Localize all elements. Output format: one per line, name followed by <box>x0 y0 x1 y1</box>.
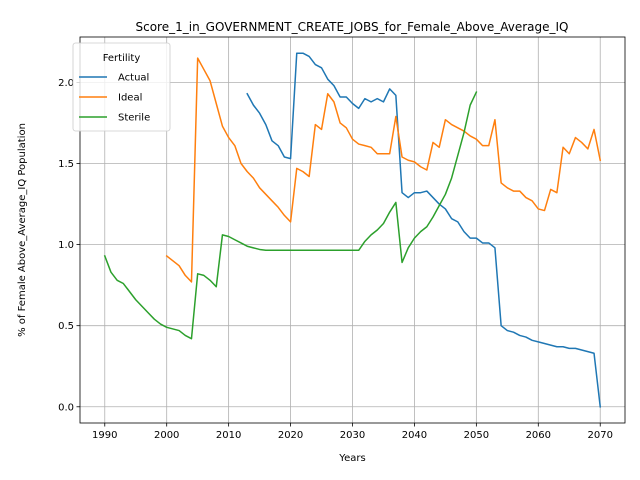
y-tick-label: 0.0 <box>58 402 74 413</box>
series-line-sterile <box>103 91 478 340</box>
x-axis-label: Years <box>338 453 365 464</box>
x-tick-label: 2040 <box>402 430 427 441</box>
legend-title: Fertility <box>103 53 141 64</box>
y-tick-label: 1.5 <box>58 159 74 170</box>
x-tick-label: 2050 <box>464 430 489 441</box>
x-tick-label: 2060 <box>526 430 551 441</box>
x-tick-label: 2010 <box>216 430 241 441</box>
chart-title: Score_1_in_GOVERNMENT_CREATE_JOBS_for_Fe… <box>136 20 569 34</box>
x-tick-label: 2020 <box>278 430 303 441</box>
y-tick-label: 0.5 <box>58 321 74 332</box>
legend-label-actual: Actual <box>118 73 149 84</box>
y-axis-label: % of Female Above_Average_IQ Population <box>17 123 28 337</box>
x-tick-label: 1990 <box>92 430 117 441</box>
x-tick-label: 2070 <box>588 430 613 441</box>
series-line-ideal <box>165 57 602 283</box>
legend-label-ideal: Ideal <box>118 93 142 104</box>
legend: Fertility Actual Ideal Sterile <box>72 42 171 132</box>
y-tick-label: 2.0 <box>58 78 74 89</box>
y-tick-label: 1.0 <box>58 240 74 251</box>
axis-ticks: 1990 2000 2010 2020 2030 2040 2050 2060 2070 0.0 0… <box>58 78 613 441</box>
x-tick-label: 2030 <box>340 430 365 441</box>
grid <box>80 37 625 423</box>
series-line-actual <box>246 52 602 408</box>
x-tick-label: 2000 <box>154 430 179 441</box>
legend-box <box>72 42 171 132</box>
series-lines <box>103 52 602 408</box>
legend-label-sterile: Sterile <box>118 113 150 124</box>
